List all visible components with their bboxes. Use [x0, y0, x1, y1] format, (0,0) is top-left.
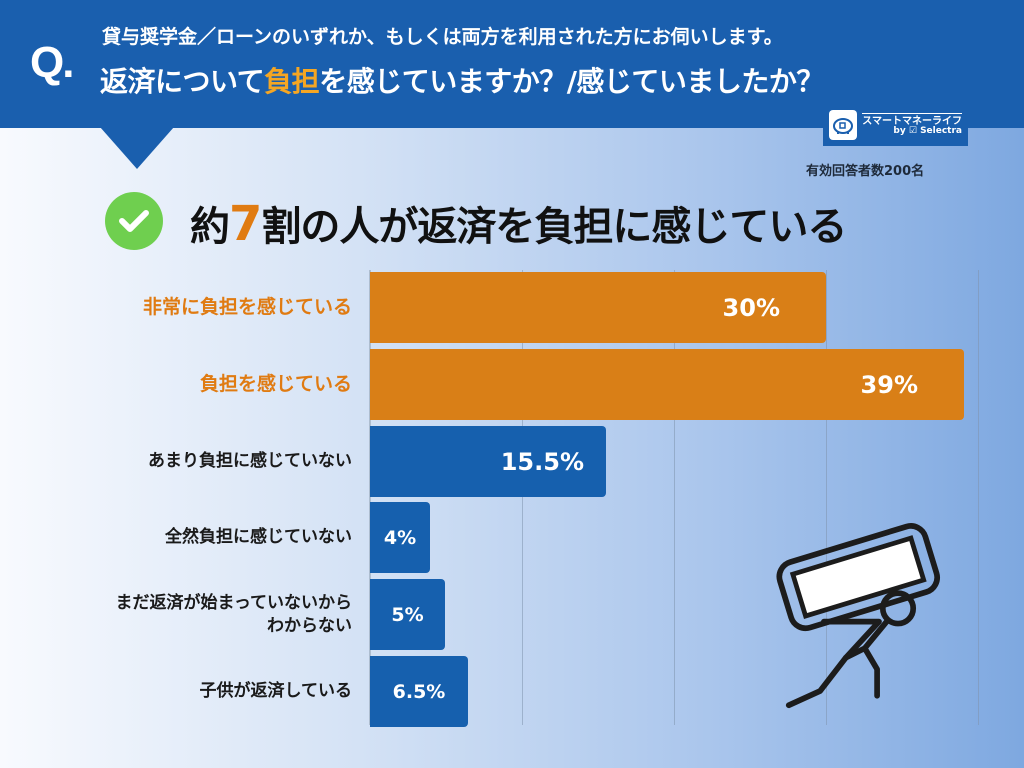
bar: 39% [370, 349, 964, 420]
chart-row: まだ返済が始まっていないから わからない 5% [0, 579, 1024, 650]
brand-logo: スマートマネーライフ by ☑ Selectra [823, 104, 968, 146]
headline: 約7割の人が返済を負担に感じている [190, 194, 847, 252]
category-label: 負担を感じている [199, 372, 352, 395]
chart-row: 非常に負担を感じている 30% [0, 272, 1024, 343]
chart-row: 子供が返済している 6.5% [0, 656, 1024, 727]
gridline-30 [826, 270, 827, 725]
bar: 15.5% [370, 426, 606, 497]
question-subtitle: 貸与奨学金／ローンのいずれか、もしくは両方を利用された方にお伺いします。 [102, 26, 783, 48]
y-axis-line [369, 270, 371, 725]
bar: 5% [370, 579, 445, 650]
bar-value-label: 4% [383, 526, 417, 549]
headline-post: 割の人が返済を負担に感じている [261, 204, 847, 250]
bar-value-label: 30% [722, 293, 780, 322]
bar-value-label: 5% [391, 603, 424, 626]
burdened-person-icon [776, 523, 941, 709]
question-title-pre: 返済について [100, 65, 265, 98]
gridline-10 [522, 270, 523, 725]
category-label: まだ返済が始まっていないから わからない [115, 592, 352, 636]
bar: 6.5% [370, 656, 468, 727]
respondent-count: 有効回答者数200名 [806, 164, 925, 179]
category-label: 全然負担に感じていない [165, 527, 352, 548]
bar-chart: 非常に負担を感じている 30% 負担を感じている 39% あまり負担に感じていな… [0, 270, 1024, 730]
bar: 4% [370, 502, 430, 573]
brand-name: スマートマネーライフ [862, 113, 962, 127]
brand-by: by ☑ Selectra [893, 126, 962, 137]
question-header: Q. 貸与奨学金／ローンのいずれか、もしくは両方を利用された方にお伺いします。 … [0, 0, 1024, 128]
bar-value-label: 6.5% [392, 680, 446, 703]
gridline-20 [674, 270, 675, 725]
bar: 30% [370, 272, 826, 343]
bar-value-label: 15.5% [500, 447, 584, 476]
question-title: 返済について負担を感じていますか？/感じていましたか？ [100, 60, 824, 100]
q-mark: Q. [30, 38, 74, 87]
category-label: 子供が返済している [199, 681, 353, 702]
gridline-40 [978, 270, 979, 725]
question-title-post: を感じていますか？/感じていましたか？ [319, 65, 824, 98]
question-title-highlight: 負担 [264, 65, 320, 98]
chart-row: 負担を感じている 39% [0, 349, 1024, 420]
bar-value-label: 39% [860, 370, 918, 399]
category-label: あまり負担に感じていない [148, 451, 352, 472]
header-pointer-triangle [100, 127, 174, 169]
category-label: 非常に負担を感じている [142, 295, 352, 318]
headline-number: 7 [229, 196, 262, 252]
headline-pre: 約 [190, 204, 230, 250]
checkmark-icon [105, 192, 163, 250]
chart-row: 全然負担に感じていない 4% [0, 502, 1024, 573]
chart-row: あまり負担に感じていない 15.5% [0, 426, 1024, 497]
piggy-bank-icon [829, 110, 858, 140]
